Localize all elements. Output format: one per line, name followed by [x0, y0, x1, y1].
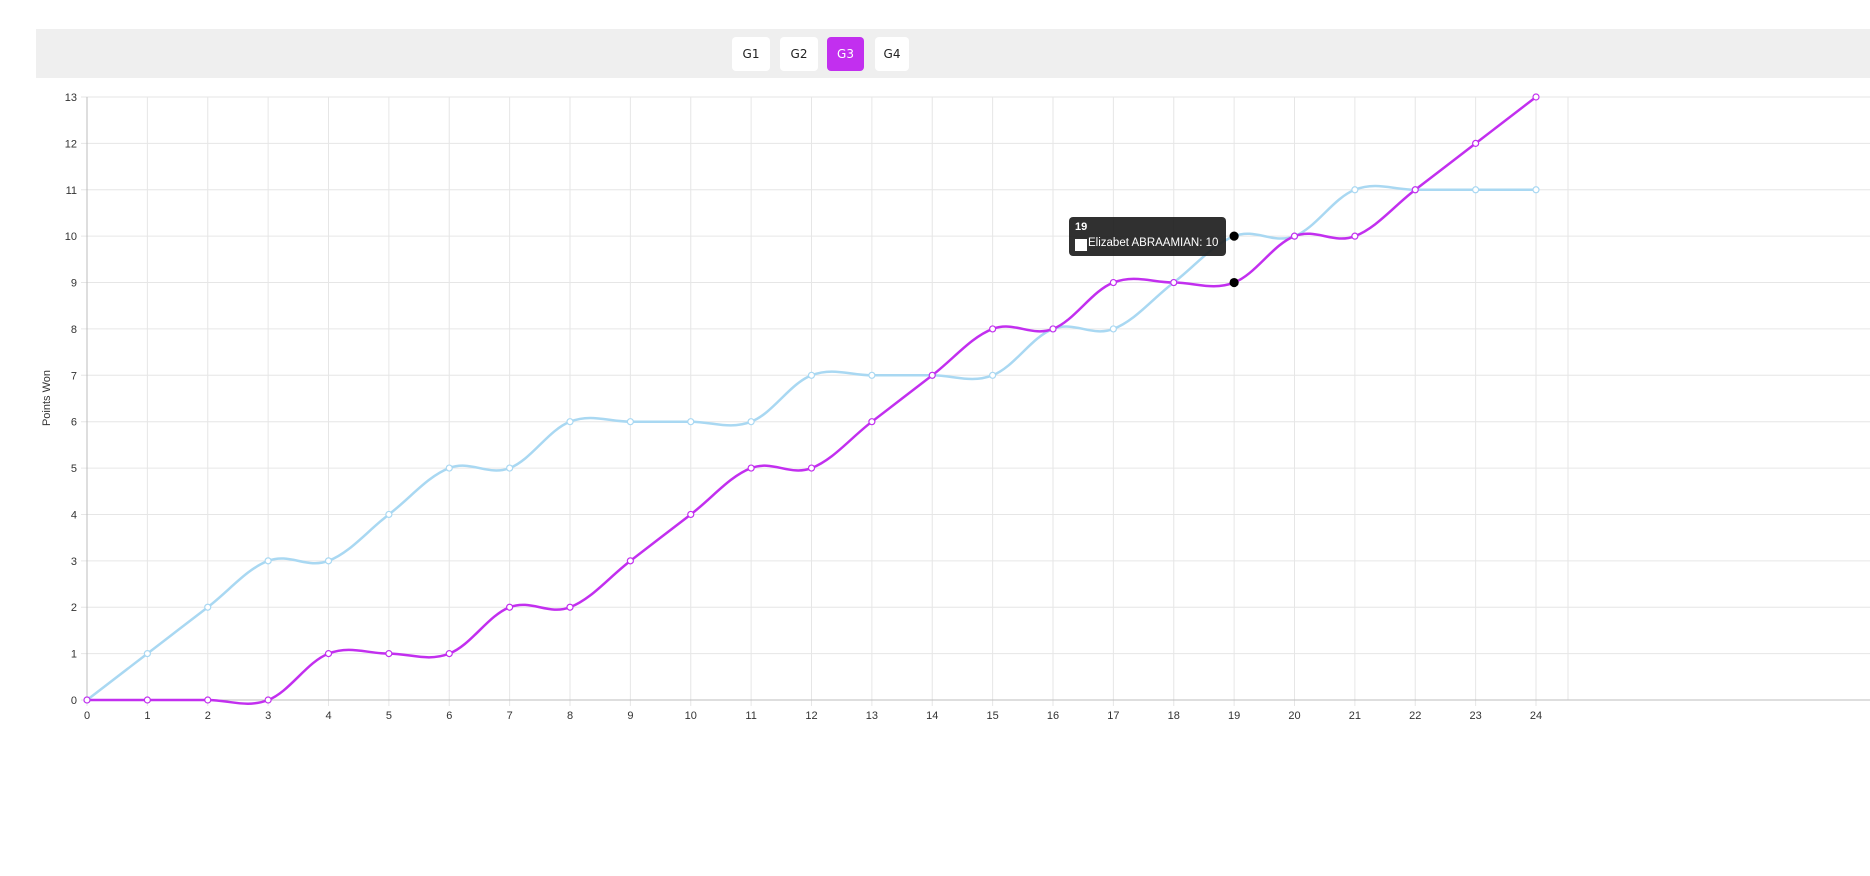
data-point [1411, 186, 1419, 194]
x-tick-label: 12 [805, 710, 817, 722]
data-point [506, 464, 514, 472]
x-tick-label: 20 [1288, 710, 1300, 722]
data-point [204, 603, 212, 611]
data-point [566, 418, 574, 426]
data-point [204, 696, 212, 704]
data-point [566, 603, 574, 611]
chart-grid [81, 96, 1870, 706]
data-point [264, 696, 272, 704]
y-tick-label: 3 [71, 556, 77, 568]
x-tick-label: 14 [926, 710, 938, 722]
x-tick-label: 13 [866, 710, 878, 722]
x-tick-label: 23 [1470, 710, 1482, 722]
data-point [385, 650, 393, 658]
data-point [445, 464, 453, 472]
y-tick-label: 9 [71, 278, 77, 290]
data-point [83, 696, 91, 704]
data-point [143, 650, 151, 658]
data-point [868, 371, 876, 379]
data-point [1532, 93, 1540, 101]
data-point [626, 557, 634, 565]
y-tick-label: 11 [66, 185, 77, 197]
x-tick-label: 7 [507, 710, 513, 722]
y-tick-label: 12 [65, 138, 77, 150]
highlight-point [1229, 277, 1239, 288]
data-point [1351, 232, 1359, 240]
data-point [989, 371, 997, 379]
data-point [264, 557, 272, 565]
x-tick-label: 9 [627, 710, 633, 722]
chart-points [83, 93, 1540, 704]
data-point [1351, 186, 1359, 194]
data-point [1472, 139, 1480, 147]
x-tick-label: 0 [84, 710, 90, 722]
game-button-g2[interactable]: G2 [780, 37, 818, 71]
x-tick-label: 21 [1349, 710, 1361, 722]
data-point [1532, 186, 1540, 194]
x-tick-label: 24 [1530, 710, 1542, 722]
x-tick-label: 11 [745, 710, 756, 722]
x-tick-label: 1 [144, 710, 150, 722]
y-tick-label: 7 [71, 370, 77, 382]
data-point [989, 325, 997, 333]
x-tick-label: 15 [987, 710, 999, 722]
data-point [868, 418, 876, 426]
tooltip-series-swatch [1075, 239, 1087, 251]
x-tick-label: 6 [446, 710, 452, 722]
y-tick-label: 6 [71, 417, 77, 429]
x-tick-label: 18 [1168, 710, 1180, 722]
data-point [1049, 325, 1057, 333]
data-point [687, 418, 695, 426]
data-point [1109, 325, 1117, 333]
y-tick-label: 0 [71, 695, 77, 707]
y-axis-title: Points Won [41, 370, 53, 426]
data-point [143, 696, 151, 704]
data-point [385, 510, 393, 519]
data-point [747, 418, 755, 426]
data-point [1170, 278, 1178, 287]
data-point [626, 418, 634, 426]
x-tick-label: 3 [265, 710, 271, 722]
y-tick-label: 13 [65, 92, 77, 104]
data-point [807, 464, 816, 472]
y-tick-label: 10 [65, 231, 77, 243]
x-tick-label: 17 [1107, 710, 1119, 722]
x-tick-label: 16 [1047, 710, 1059, 722]
game-button-g4[interactable]: G4 [875, 37, 909, 71]
game-button-g3[interactable]: G3 [827, 37, 864, 71]
data-point [807, 371, 816, 379]
game-selector-bar: G1 G2 G3 G4 [36, 29, 1870, 78]
data-point [445, 650, 453, 658]
x-tick-label: 8 [567, 710, 573, 722]
y-tick-label: 1 [71, 649, 77, 661]
chart-axes: 0 1 2 3 4 5 6 7 8 9 10 11 12 13 14 15 16 17 18 19 20 21 22 23 24… [65, 92, 1870, 722]
y-tick-label: 2 [71, 602, 77, 614]
data-point [687, 510, 695, 519]
x-tick-label: 4 [325, 710, 331, 722]
data-point [1109, 278, 1117, 287]
tooltip-text: Elizabet ABRAAMIAN: 10 [1088, 237, 1219, 249]
x-tick-label: 5 [386, 710, 392, 722]
y-tick-label: 5 [71, 463, 77, 475]
x-tick-label: 2 [205, 710, 211, 722]
data-point [1290, 232, 1299, 240]
tooltip-title: 19 [1075, 221, 1088, 233]
highlight-point [1229, 231, 1239, 241]
y-tick-label: 4 [71, 509, 77, 521]
chart-tooltip: 19 Elizabet ABRAAMIAN: 10 [1069, 217, 1226, 256]
x-tick-label: 19 [1228, 710, 1240, 722]
data-point [1472, 186, 1480, 194]
x-tick-label: 22 [1409, 710, 1421, 722]
data-point [506, 603, 514, 611]
game-button-g1[interactable]: G1 [732, 37, 770, 71]
data-point [928, 371, 936, 379]
data-point [747, 464, 755, 472]
y-tick-label: 8 [71, 324, 77, 336]
x-tick-label: 10 [685, 710, 697, 722]
data-point [324, 650, 333, 658]
data-point [324, 557, 333, 565]
